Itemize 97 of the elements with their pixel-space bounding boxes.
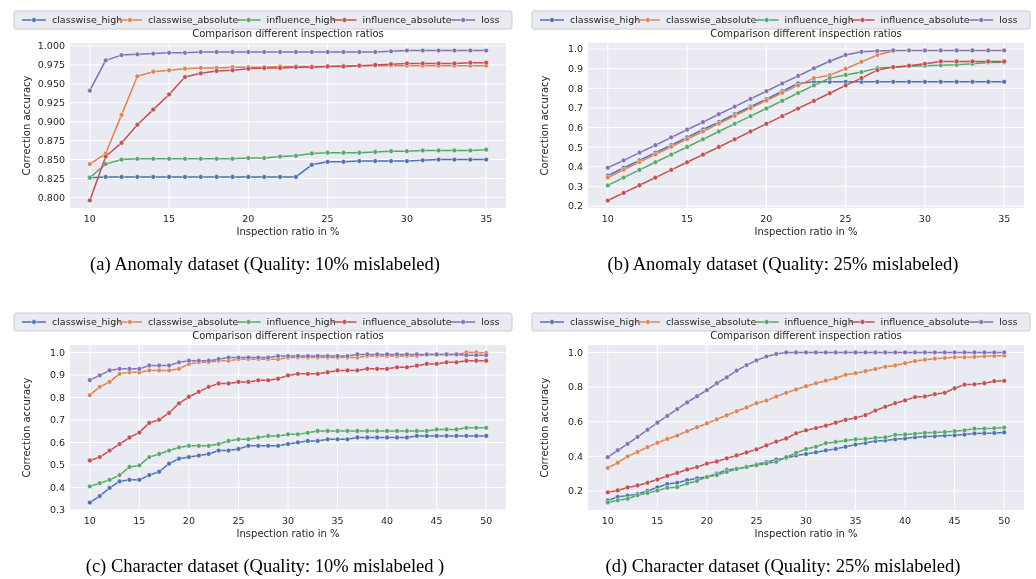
y-tick-label: 0.8 [49,391,65,403]
chart-title: Comparison different inspection ratios [710,330,902,341]
legend-label: classwise_high [570,316,641,328]
x-tick-label: 20 [182,515,195,526]
y-tick-label: 0.8 [567,82,583,94]
y-axis-title: Correction accuracy [21,75,32,176]
legend-label: influence_absolute [362,14,452,26]
y-tick-label: 0.7 [567,102,583,114]
y-tick-label: 0.5 [49,459,65,471]
legend-label: influence_high [784,316,854,328]
y-tick-label: 0.2 [567,200,583,212]
legend-label: loss [999,316,1018,328]
legend-label: influence_high [266,316,336,328]
legend-label: loss [481,14,500,26]
x-tick-label: 45 [948,515,961,526]
x-tick-label: 25 [839,213,852,224]
x-tick-label: 20 [700,515,713,526]
x-tick-label: 30 [799,515,813,526]
x-tick-label: 30 [400,213,413,224]
y-tick-label: 0.2 [567,485,583,497]
x-tick-label: 10 [83,515,96,526]
legend-label: influence_high [266,14,336,26]
chart-title: Comparison different inspection ratios [710,28,902,39]
x-tick-label: 25 [750,515,763,526]
x-tick-label: 10 [601,515,614,526]
y-axis-title: Correction accuracy [539,377,550,478]
y-axis-title: Correction accuracy [21,377,32,478]
x-tick-label: 40 [899,515,912,526]
y-tick-label: 0.900 [37,116,65,128]
legend-label: loss [999,14,1018,26]
y-tick-label: 0.6 [567,121,583,133]
legend-label: influence_high [784,14,854,26]
x-tick-label: 35 [480,213,493,224]
text: (c) Character dataset (Quality: 10% mislabeled ) [85,556,445,577]
x-tick-label: 15 [681,213,694,224]
legend-label: influence_absolute [880,14,970,26]
y-tick-label: 0.825 [37,172,65,184]
legend-label: classwise_absolute [147,316,239,328]
x-tick-label: 40 [381,515,394,526]
x-tick-label: 50 [998,515,1011,526]
x-axis-title: Inspection ratio in % [754,226,858,237]
text: (b) Anomaly dataset (Quality: 25% mislabeled) [607,254,959,275]
y-tick-label: 0.7 [49,414,65,426]
y-tick-label: 0.5 [567,141,583,153]
x-tick-label: 15 [133,515,146,526]
y-tick-label: 1.0 [49,346,65,358]
chart-title: Comparison different inspection ratios [192,330,384,341]
legend-label: loss [481,316,500,328]
legend-label: classwise_high [570,14,641,26]
x-tick-label: 15 [163,213,176,224]
x-tick-label: 50 [480,515,493,526]
y-tick-label: 0.6 [567,416,583,428]
text: (a) Anomaly dataset (Quality: 10% mislabeled) [90,254,440,275]
y-tick-label: 0.850 [37,153,65,165]
legend-label: classwise_absolute [665,316,757,328]
y-tick-label: 0.9 [567,63,583,75]
legend-label: classwise_high [52,14,123,26]
y-tick-label: 0.6 [49,436,65,448]
legend-label: influence_absolute [362,316,452,328]
y-tick-label: 0.4 [49,481,65,493]
legend-label: classwise_absolute [147,14,239,26]
x-tick-label: 30 [281,515,295,526]
x-tick-label: 10 [601,213,614,224]
y-tick-label: 0.875 [37,134,65,146]
x-tick-label: 10 [83,213,96,224]
x-tick-label: 30 [918,213,931,224]
legend-label: classwise_high [52,316,123,328]
x-tick-label: 25 [321,213,334,224]
y-tick-label: 0.950 [37,78,65,90]
x-tick-label: 25 [232,515,245,526]
x-tick-label: 15 [651,515,664,526]
y-tick-label: 0.9 [49,369,65,381]
y-axis-title: Correction accuracy [539,75,550,176]
x-tick-label: 35 [849,515,862,526]
y-tick-label: 0.3 [49,504,65,516]
y-tick-label: 0.975 [37,59,65,71]
x-tick-label: 20 [760,213,773,224]
y-tick-label: 0.925 [37,97,65,109]
text: (d) Character dataset (Quality: 25% mislabeled) [605,556,961,577]
y-tick-label: 0.800 [37,191,65,203]
y-tick-label: 0.4 [567,450,583,462]
chart-title: Comparison different inspection ratios [192,28,384,39]
x-tick-label: 35 [331,515,344,526]
x-tick-label: 35 [998,213,1011,224]
y-tick-label: 0.8 [567,381,583,393]
x-tick-label: 20 [242,213,255,224]
legend-label: classwise_absolute [665,14,757,26]
y-tick-label: 0.4 [567,161,583,173]
y-tick-label: 0.3 [567,180,583,192]
x-tick-label: 45 [430,515,443,526]
y-tick-label: 1.0 [567,346,583,358]
y-tick-label: 1.000 [37,40,65,52]
x-axis-title: Inspection ratio in % [236,226,340,237]
legend-label: influence_absolute [880,316,970,328]
y-tick-label: 1.0 [567,43,583,55]
x-axis-title: Inspection ratio in % [754,528,858,539]
x-axis-title: Inspection ratio in % [236,528,340,539]
